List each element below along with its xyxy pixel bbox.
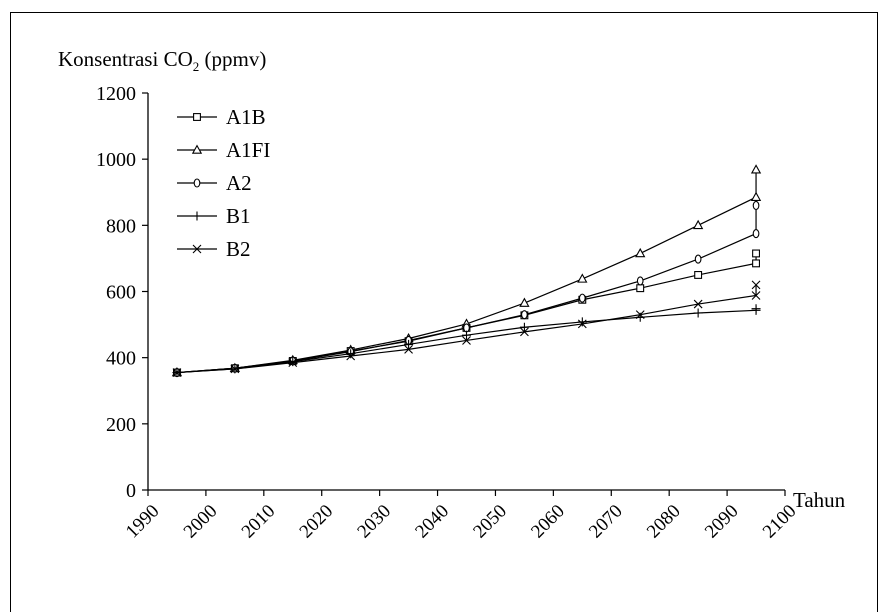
y-tick-label: 1200 (96, 83, 136, 105)
x-tick-label: 2040 (411, 501, 453, 543)
point-b1 (577, 317, 587, 327)
point-a1fi (750, 164, 762, 174)
y-tick-label: 200 (106, 414, 136, 436)
point-a1b (636, 284, 645, 293)
point-a2 (578, 293, 586, 303)
y-tick-label: 0 (126, 480, 136, 502)
point-b2 (172, 368, 182, 377)
series-line-a1b (176, 253, 757, 374)
series-line-b1 (176, 308, 757, 374)
y-tick-label: 400 (106, 348, 136, 370)
legend-label-a2: A2 (226, 171, 252, 195)
x-tick-label: 1990 (122, 501, 164, 543)
y-tick-label: 600 (106, 282, 136, 304)
x-axis-title: Tahun (793, 488, 846, 512)
x-tick-label: 2020 (296, 501, 338, 543)
y-tick-label: 800 (106, 215, 136, 237)
point-a2 (694, 254, 702, 264)
point-a1fi (693, 219, 704, 230)
point-b1 (519, 322, 529, 332)
point-a1fi (577, 273, 588, 283)
point-a2 (521, 310, 528, 320)
y-axis-title: Konsentrasi CO2 (ppmv) (58, 47, 266, 74)
point-a2 (636, 276, 644, 286)
x-tick-label: 2060 (527, 501, 569, 543)
legend-marker-a1fi (191, 144, 203, 154)
point-b2 (751, 291, 761, 300)
co2-concentration-chart: Konsentrasi CO2 (ppmv) Tahun 0 200 400 600 8… (58, 47, 846, 543)
x-tick-label: 2050 (469, 501, 511, 543)
point-b1 (693, 308, 703, 318)
y-tick-label: 1000 (96, 149, 136, 171)
series-b2 (172, 280, 761, 377)
point-a2 (752, 200, 760, 211)
legend-item-a2: A2 (177, 171, 252, 195)
figure-frame (10, 12, 878, 612)
x-tick-label: 2070 (585, 501, 627, 543)
point-b1 (404, 339, 414, 349)
x-tick-label: 2090 (701, 501, 743, 543)
point-b2 (635, 310, 645, 320)
legend-marker-a1b (193, 113, 201, 121)
series-group (171, 164, 762, 378)
x-tick-label: 2030 (353, 501, 395, 543)
y-axis-title-subscript: 2 (193, 59, 200, 74)
point-b2 (288, 358, 298, 368)
point-b2 (346, 351, 356, 361)
point-b1 (751, 304, 761, 314)
legend-marker-a2 (193, 178, 201, 188)
point-a1b (752, 249, 760, 258)
series-line-a2 (176, 205, 757, 374)
legend-item-b2: B2 (177, 237, 251, 261)
point-b2 (462, 336, 471, 345)
point-b2 (751, 280, 761, 290)
point-b1 (462, 330, 471, 340)
legend: A1B A1FI A2 B1 B2 (177, 105, 270, 261)
point-b2 (577, 319, 587, 329)
point-b2 (520, 327, 529, 337)
series-a2 (173, 200, 760, 378)
x-tick-label: 2010 (238, 501, 280, 543)
x-tick-label: 2000 (180, 501, 222, 543)
y-axis-title-suffix: (ppmv) (199, 47, 266, 71)
series-a1fi (171, 164, 762, 377)
point-a1fi (519, 297, 530, 307)
legend-marker-b2 (192, 244, 202, 254)
x-tick-label: 2080 (643, 501, 685, 543)
legend-label-b2: B2 (226, 237, 251, 261)
series-line-a1fi (176, 169, 757, 374)
legend-item-a1b: A1B (177, 105, 266, 129)
legend-marker-b1 (192, 211, 202, 221)
legend-item-a1fi: A1FI (177, 138, 270, 162)
point-b2 (693, 299, 703, 309)
y-axis-title-prefix: Konsentrasi CO (58, 47, 193, 71)
point-b1 (288, 357, 298, 367)
legend-label-b1: B1 (226, 204, 251, 228)
legend-label-a1fi: A1FI (226, 138, 270, 162)
point-a1b (752, 259, 760, 268)
series-line-b2 (176, 284, 757, 374)
legend-label-a1b: A1B (226, 105, 266, 129)
legend-item-b1: B1 (177, 204, 251, 228)
point-a1fi (635, 247, 646, 258)
point-b2 (230, 364, 240, 374)
point-a2 (752, 229, 760, 239)
point-a1b (694, 271, 703, 279)
point-b2 (404, 345, 413, 354)
point-a1fi (750, 191, 762, 201)
